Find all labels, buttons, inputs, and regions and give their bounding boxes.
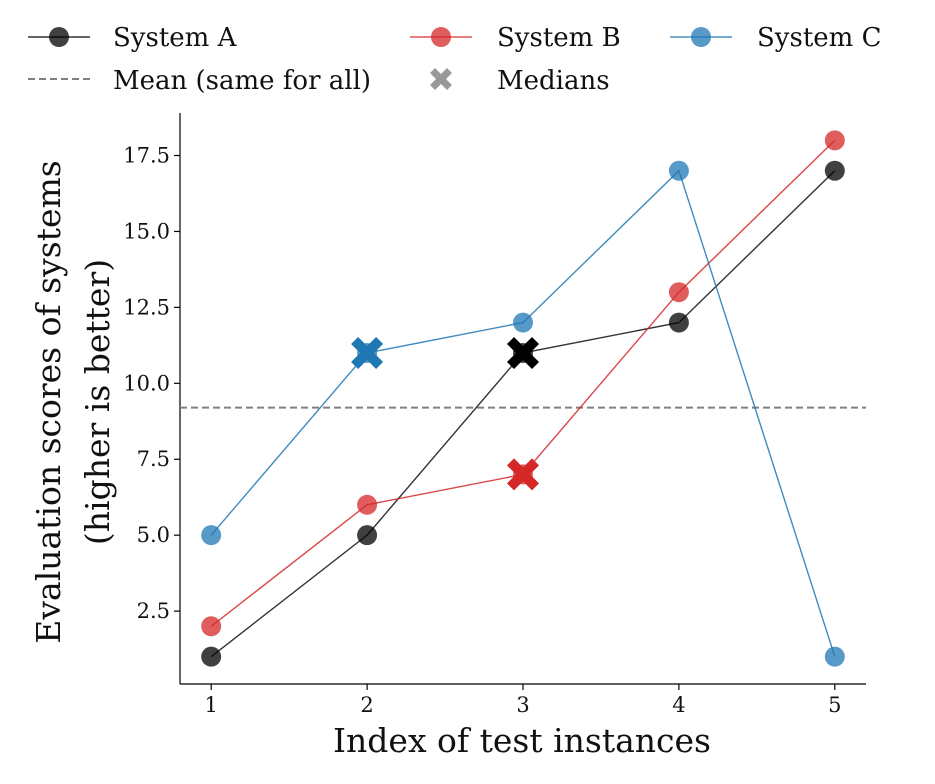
data-point-system-c — [513, 312, 533, 333]
y-tick-label: 12.5 — [123, 295, 170, 319]
data-point-system-a — [668, 312, 689, 333]
y-tick-label: 2.5 — [137, 599, 170, 623]
data-point-system-c — [668, 160, 689, 181]
legend-label-medians: Medians — [497, 66, 610, 96]
x-ticks: 1 2 3 4 5 — [204, 684, 842, 717]
data-point-system-a — [201, 646, 222, 667]
series-system-a — [201, 160, 845, 667]
y-tick-label: 17.5 — [123, 144, 170, 168]
medians-group — [351, 336, 539, 491]
legend-item-mean: Mean (same for all) — [28, 66, 371, 96]
x-tick-label: 5 — [828, 693, 841, 717]
data-point-system-b — [201, 616, 222, 637]
data-point-system-b — [824, 130, 845, 151]
y-axis-title-line-1: Evaluation scores of systems — [29, 160, 68, 643]
legend-item-medians: Medians — [430, 66, 610, 96]
legend: System A System B System C Mean (same fo… — [28, 23, 882, 96]
y-axis-title: Evaluation scores of systems (higher is … — [29, 160, 117, 643]
series-system-c — [201, 160, 845, 667]
legend-label-system-c: System C — [757, 23, 882, 53]
x-tick-label: 1 — [204, 693, 217, 717]
y-tick-label: 5.0 — [137, 523, 170, 547]
legend-label-system-b: System B — [497, 23, 621, 53]
data-point-system-a — [357, 525, 378, 546]
legend-marker-system-b — [431, 27, 451, 47]
median-marker-system-a — [507, 336, 539, 369]
data-point-system-b — [668, 282, 689, 303]
x-tick-label: 3 — [516, 693, 529, 717]
legend-label-system-a: System A — [113, 23, 238, 53]
legend-marker-system-c — [691, 27, 711, 47]
x-tick-label: 4 — [672, 693, 685, 717]
data-point-system-b — [357, 494, 378, 515]
data-point-system-c — [201, 525, 222, 546]
median-marker-system-b — [507, 458, 539, 491]
median-marker-system-c — [351, 336, 384, 369]
y-tick-label: 7.5 — [137, 447, 170, 471]
data-point-system-a — [824, 160, 845, 181]
y-ticks: 2.5 5.0 7.5 10.0 12.5 15.0 17.5 — [123, 144, 180, 623]
series-line-system-a — [210, 170, 836, 658]
series-line-system-b — [210, 139, 836, 627]
y-axis-title-line-2: (higher is better) — [78, 259, 117, 545]
legend-item-system-a: System A — [28, 23, 238, 53]
axes — [179, 113, 866, 685]
series-group — [201, 130, 845, 667]
legend-item-system-c: System C — [670, 23, 882, 53]
legend-marker-medians — [430, 68, 452, 90]
series-system-b — [201, 130, 845, 637]
data-point-system-c — [824, 646, 845, 667]
x-tick-label: 2 — [360, 693, 373, 717]
legend-label-mean: Mean (same for all) — [113, 66, 371, 96]
legend-item-system-b: System B — [410, 23, 621, 53]
x-axis-title: Index of test instances — [333, 721, 711, 760]
legend-marker-system-a — [49, 27, 69, 47]
y-tick-label: 15.0 — [123, 219, 170, 243]
y-tick-label: 10.0 — [123, 371, 170, 395]
